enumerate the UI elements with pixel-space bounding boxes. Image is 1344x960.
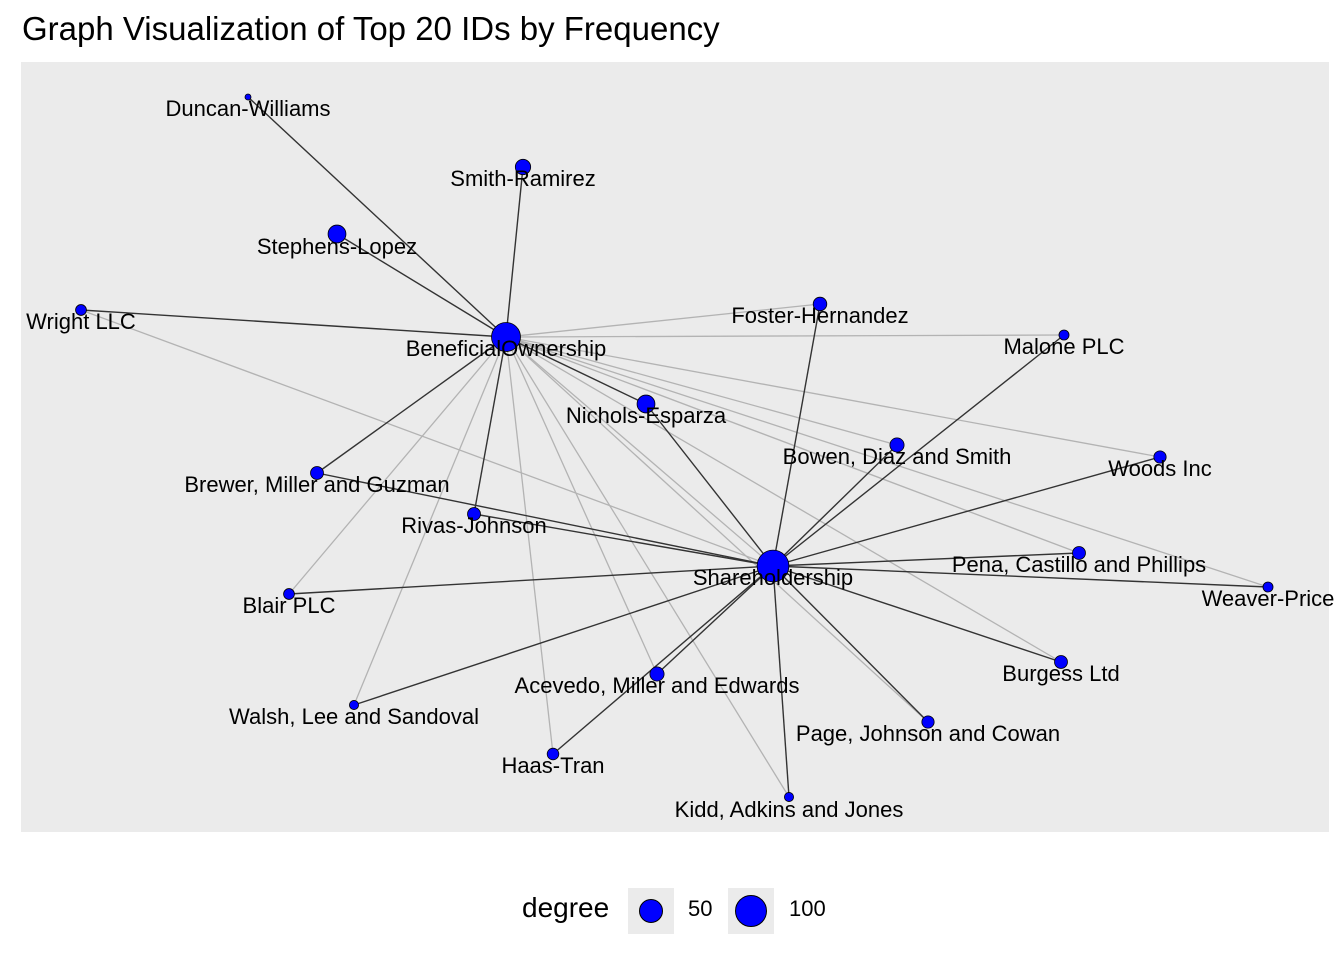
node-label-malone: Malone PLC [1003, 334, 1124, 359]
node-bowen [889, 437, 905, 453]
edge-shareholdership-foster [772, 303, 821, 567]
node-label-duncan: Duncan-Williams [165, 96, 330, 121]
network-graph: BeneficialOwnership Shareholdership Duncan… [21, 62, 1334, 832]
edge-beneficial-duncan [247, 96, 507, 338]
node-label-foster: Foster-Hernandez [731, 303, 908, 328]
edge-beneficial-foster [505, 303, 821, 338]
edge-shareholdership-malone [772, 334, 1065, 567]
node-shareholdership [756, 549, 790, 583]
node-wright [75, 304, 87, 316]
node-label-acevedo: Acevedo, Miller and Edwards [515, 673, 800, 698]
node-foster [812, 296, 828, 312]
node-blair [283, 588, 295, 600]
edge-shareholdership-brewer [316, 472, 774, 567]
node-label-kidd: Kidd, Adkins and Jones [675, 797, 904, 822]
edge-shareholdership-haas [552, 565, 774, 755]
node-label-nichols: Nichols-Esparza [566, 403, 727, 428]
node-label-walsh: Walsh, Lee and Sandoval [229, 704, 479, 729]
edge-shareholdership-walsh [353, 565, 774, 706]
edge-beneficial-burgess [505, 336, 1062, 663]
node-label-page: Page, Johnson and Cowan [796, 721, 1060, 746]
edge-beneficial-kidd [505, 336, 790, 798]
node-rivas [467, 507, 481, 521]
node-label-shareholdership: Shareholdership [693, 565, 853, 590]
edge-shareholdership-bowen [772, 444, 898, 567]
node-weaver [1262, 581, 1274, 593]
labels-layer: BeneficialOwnership Shareholdership Duncan… [26, 96, 1334, 822]
edge-beneficial-stephens [336, 233, 507, 338]
node-pena [1072, 546, 1086, 560]
edge-beneficial-woods [505, 336, 1161, 458]
legend-title: degree [522, 892, 610, 923]
legend-label-large: 100 [789, 896, 826, 921]
legend-key-small [628, 888, 674, 934]
legend-key-large [728, 888, 774, 934]
edge-beneficial-bowen [505, 336, 898, 446]
node-haas [546, 747, 560, 761]
node-label-rivas: Rivas-Johnson [401, 513, 547, 538]
node-nichols [636, 394, 656, 414]
edge-shareholdership-weaver [772, 565, 1269, 588]
edge-shareholdership-wright [80, 309, 774, 567]
node-kidd [784, 792, 794, 802]
node-acevedo [649, 666, 665, 682]
edge-beneficial-page [505, 336, 929, 723]
plot-panel [21, 62, 1329, 832]
edge-beneficial-malone [505, 334, 1065, 338]
node-label-burgess: Burgess Ltd [1002, 661, 1119, 686]
node-burgess [1054, 655, 1068, 669]
nodes-layer [75, 93, 1274, 802]
edge-beneficial-nichols [505, 336, 647, 405]
edge-beneficial-wright [80, 309, 507, 338]
legend: degree 50 100 [0, 880, 1344, 940]
chart-title: Graph Visualization of Top 20 IDs by Fre… [22, 10, 720, 47]
legend-label-small: 50 [688, 896, 713, 921]
node-malone [1058, 329, 1070, 341]
node-woods [1153, 450, 1167, 464]
edge-beneficial-haas [505, 336, 554, 755]
node-label-haas: Haas-Tran [501, 753, 604, 778]
node-label-blair: Blair PLC [243, 593, 336, 618]
edge-beneficial-weaver [505, 336, 1269, 588]
edge-beneficial-rivas [473, 336, 507, 515]
legend-dot-large [735, 895, 767, 927]
edge-shareholdership-nichols [645, 403, 774, 567]
node-page [921, 715, 935, 729]
edges-layer [80, 96, 1269, 798]
edge-beneficial-brewer [316, 336, 507, 474]
edge-beneficial-pena [505, 336, 1080, 554]
node-label-wright: Wright LLC [26, 309, 136, 334]
edge-beneficial-shareholdership [505, 336, 774, 567]
node-label-brewer: Brewer, Miller and Guzman [184, 472, 449, 497]
edge-shareholdership-burgess [772, 565, 1062, 663]
node-smith [514, 158, 532, 176]
node-stephens [327, 224, 347, 244]
node-label-stephens: Stephens-Lopez [257, 234, 417, 259]
node-label-smith: Smith-Ramirez [450, 166, 595, 191]
edge-shareholdership-acevedo [656, 565, 774, 675]
edge-shareholdership-rivas [473, 513, 774, 567]
node-duncan [244, 93, 252, 101]
node-label-beneficial: BeneficialOwnership [406, 336, 607, 361]
edge-shareholdership-woods [772, 456, 1161, 567]
edge-beneficial-blair [288, 336, 507, 595]
legend-dot-small [639, 899, 663, 923]
node-label-woods: Woods Inc [1108, 456, 1212, 481]
edge-shareholdership-blair [288, 565, 774, 595]
node-beneficial [491, 322, 521, 352]
edge-beneficial-walsh [353, 336, 507, 706]
edge-beneficial-smith [505, 166, 524, 338]
node-label-bowen: Bowen, Diaz and Smith [783, 444, 1012, 469]
node-label-pena: Pena, Castillo and Phillips [952, 552, 1206, 577]
node-brewer [310, 466, 324, 480]
edge-beneficial-acevedo [505, 336, 658, 675]
node-walsh [349, 700, 359, 710]
edge-shareholdership-pena [772, 552, 1080, 567]
node-label-weaver: Weaver-Price [1202, 586, 1335, 611]
edge-shareholdership-page [772, 565, 929, 723]
edge-shareholdership-kidd [772, 565, 790, 798]
